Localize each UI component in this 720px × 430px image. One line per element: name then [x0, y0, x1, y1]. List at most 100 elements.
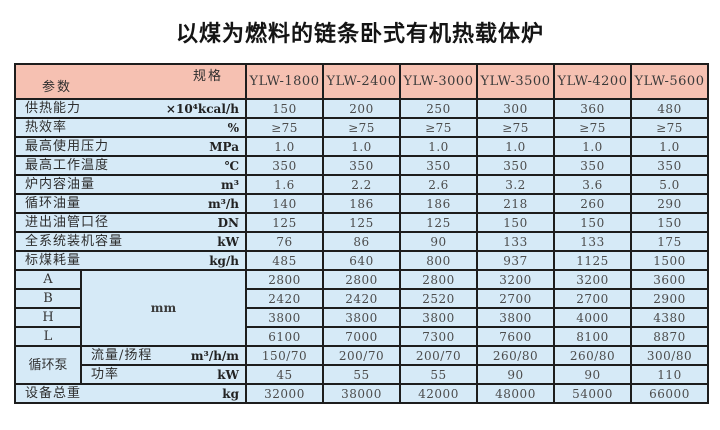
value-cell: 937 [476, 250, 555, 271]
value-cell: 800 [399, 250, 478, 271]
model-header: YLW-3500 [476, 63, 555, 100]
param-unit: kW [217, 234, 239, 249]
value-cell: 3200 [476, 269, 555, 290]
value-cell: 150 [553, 212, 632, 233]
value-cell: 45 [245, 364, 324, 385]
param-unit: MPa [209, 139, 239, 154]
value-cell: 350 [476, 155, 555, 176]
value-cell: 2420 [245, 288, 324, 309]
value-cell: 3800 [399, 307, 478, 328]
dimension-row: B 2420 2420 2520 2700 2700 2900 [14, 288, 709, 309]
value-cell: 2.2 [322, 174, 401, 195]
value-cell: 2420 [322, 288, 401, 309]
value-cell: 90 [553, 364, 632, 385]
value-cell: 1.0 [322, 136, 401, 157]
value-cell: 200 [322, 98, 401, 119]
param-cell: 循环油量 m³/h [14, 193, 247, 214]
value-cell: 7300 [399, 326, 478, 347]
value-cell: 4380 [630, 307, 709, 328]
value-cell: 186 [322, 193, 401, 214]
value-cell: 1500 [630, 250, 709, 271]
dim-letter: L [14, 326, 82, 347]
value-cell: 6100 [245, 326, 324, 347]
corner-param-label: 参数 [42, 80, 73, 95]
table-row: 供热能力 ×10⁴kcal/h 150 200 250 300 360 480 [14, 98, 709, 119]
spec-table: 规格 参数 YLW-1800 YLW-2400 YLW-3000 YLW-350… [14, 63, 709, 404]
value-cell: 3800 [476, 307, 555, 328]
value-cell: 76 [245, 231, 324, 252]
value-cell: 200/70 [399, 345, 478, 366]
value-cell: 38000 [322, 383, 401, 404]
param-unit: kW [217, 367, 239, 382]
dim-letter: B [14, 288, 82, 309]
dim-letter: H [14, 307, 82, 328]
value-cell: 125 [399, 212, 478, 233]
param-label: 炉内容油量 [25, 177, 96, 192]
value-cell: 110 [630, 364, 709, 385]
param-unit: m³/h [207, 196, 239, 211]
param-cell: 进出油管口径 DN [14, 212, 247, 233]
param-cell: 供热能力 ×10⁴kcal/h [14, 98, 247, 119]
dimension-row: H 3800 3800 3800 3800 4000 4380 [14, 307, 709, 328]
param-unit: kg [222, 386, 239, 401]
param-unit: m³ [221, 177, 239, 192]
value-cell: 2700 [476, 288, 555, 309]
value-cell: 200/70 [322, 345, 401, 366]
model-header: YLW-4200 [553, 63, 632, 100]
header-row: 规格 参数 YLW-1800 YLW-2400 YLW-3000 YLW-350… [14, 63, 709, 100]
model-header: YLW-1800 [245, 63, 324, 100]
value-cell: 360 [553, 98, 632, 119]
table-row: 循环油量 m³/h 140 186 186 218 260 290 [14, 193, 709, 214]
value-cell: 42000 [399, 383, 478, 404]
value-cell: 175 [630, 231, 709, 252]
value-cell: 90 [399, 231, 478, 252]
param-label: 全系统装机容量 [25, 234, 124, 249]
value-cell: 1.0 [245, 136, 324, 157]
param-cell: 最高工作温度 ℃ [14, 155, 247, 176]
param-label: 最高工作温度 [25, 158, 110, 173]
value-cell: 250 [399, 98, 478, 119]
value-cell: 4000 [553, 307, 632, 328]
corner-cell: 规格 参数 [14, 63, 247, 100]
value-cell: 3800 [245, 307, 324, 328]
dimension-row: L 6100 7000 7300 7600 8100 8870 [14, 326, 709, 347]
value-cell: 3600 [630, 269, 709, 290]
param-label: 最高使用压力 [25, 139, 110, 154]
dim-unit-cell: mm [80, 269, 247, 347]
value-cell: 480 [630, 98, 709, 119]
model-header: YLW-5600 [630, 63, 709, 100]
value-cell: 66000 [630, 383, 709, 404]
value-cell: 1125 [553, 250, 632, 271]
value-cell: 48000 [476, 383, 555, 404]
value-cell: 485 [245, 250, 324, 271]
value-cell: 1.0 [553, 136, 632, 157]
table-row: 全系统装机容量 kW 76 86 90 133 133 175 [14, 231, 709, 252]
table-row: 炉内容油量 m³ 1.6 2.2 2.6 3.2 3.6 5.0 [14, 174, 709, 195]
value-cell: 8100 [553, 326, 632, 347]
value-cell: 350 [245, 155, 324, 176]
value-cell: 140 [245, 193, 324, 214]
pump-label: 循环泵 [14, 345, 82, 385]
value-cell: 7000 [322, 326, 401, 347]
value-cell: 1.6 [245, 174, 324, 195]
value-cell: 300 [476, 98, 555, 119]
param-cell: 设备总重 kg [14, 383, 247, 404]
value-cell: 350 [630, 155, 709, 176]
table-row: 最高使用压力 MPa 1.0 1.0 1.0 1.0 1.0 1.0 [14, 136, 709, 157]
param-unit: ℃ [224, 158, 239, 173]
value-cell: 55 [322, 364, 401, 385]
value-cell: 186 [399, 193, 478, 214]
value-cell: ≥75 [322, 117, 401, 138]
param-cell: 流量/扬程 m³/h/m [80, 345, 247, 366]
param-label: 进出油管口径 [25, 215, 110, 230]
dimension-row: A mm 2800 2800 2800 3200 3200 3600 [14, 269, 709, 347]
value-cell: 3.2 [476, 174, 555, 195]
value-cell: 2800 [245, 269, 324, 290]
value-cell: 1.0 [399, 136, 478, 157]
param-cell: 功率 kW [80, 364, 247, 385]
value-cell: 300/80 [630, 345, 709, 366]
value-cell: ≥75 [630, 117, 709, 138]
param-label: 热效率 [25, 120, 68, 135]
value-cell: 8870 [630, 326, 709, 347]
